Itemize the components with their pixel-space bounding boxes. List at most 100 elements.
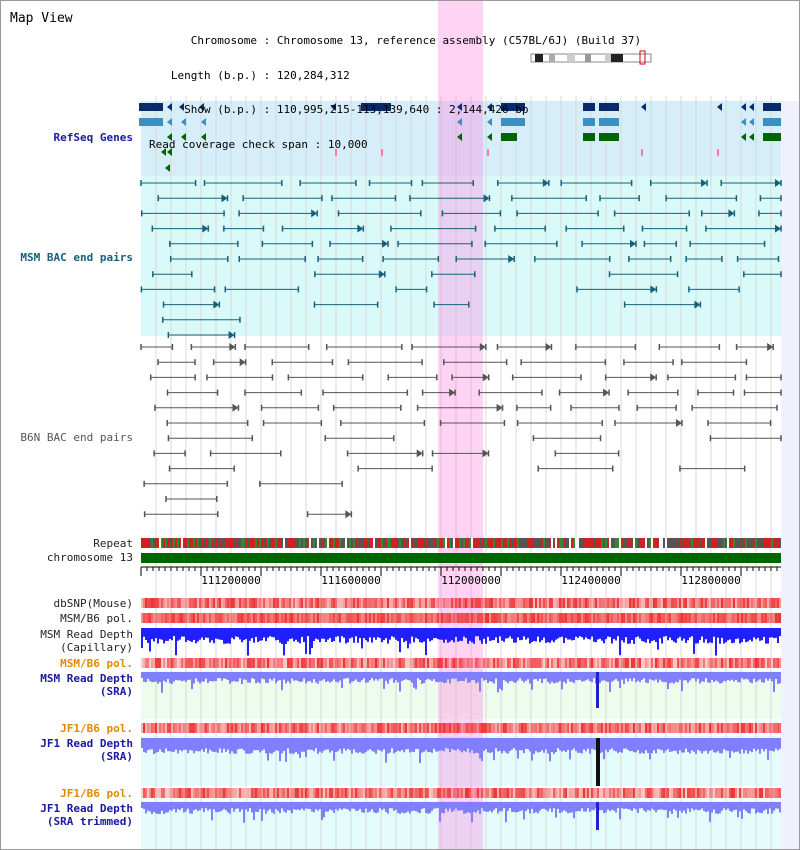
polymorphism-cell — [455, 723, 457, 733]
polymorphism-cell — [775, 788, 777, 798]
polymorphism-cell — [581, 613, 583, 623]
polymorphism-cell — [223, 598, 225, 608]
track-label-msm-depth-cap[interactable]: MSM Read Depth — [40, 628, 133, 641]
depth-bar — [441, 672, 443, 682]
repeat-mark — [281, 538, 283, 548]
polymorphism-cell — [315, 658, 317, 668]
polymorphism-cell — [341, 613, 343, 623]
polymorphism-cell — [197, 598, 199, 608]
repeat-mark — [777, 538, 779, 548]
depth-bar — [285, 738, 287, 762]
polymorphism-cell — [589, 788, 591, 798]
depth-bar — [609, 672, 611, 692]
track-label-jf1-depth-sra[interactable]: JF1 Read Depth — [40, 737, 133, 750]
polymorphism-cell — [225, 723, 227, 733]
polymorphism-cell — [181, 723, 183, 733]
depth-bar — [763, 738, 765, 752]
polymorphism-cell — [433, 723, 435, 733]
polymorphism-cell — [365, 658, 367, 668]
polymorphism-cell — [653, 723, 655, 733]
polymorphism-cell — [493, 658, 495, 668]
polymorphism-cell — [673, 723, 675, 733]
depth-bar — [731, 738, 733, 752]
repeat-mark — [749, 538, 751, 548]
polymorphism-cell — [329, 723, 331, 733]
track-label-msm-b6-pol-1[interactable]: MSM/B6 pol. — [60, 612, 133, 625]
polymorphism-cell — [421, 723, 423, 733]
depth-bar — [741, 672, 743, 679]
polymorphism-cell — [367, 598, 369, 608]
depth-bar — [443, 802, 445, 814]
polymorphism-cell — [687, 613, 689, 623]
polymorphism-cell — [713, 598, 715, 608]
depth-bar — [241, 672, 243, 684]
polymorphism-cell — [431, 723, 433, 733]
depth-bar — [329, 802, 331, 810]
depth-bar — [245, 802, 247, 810]
track-label-dbsnp[interactable]: dbSNP(Mouse) — [53, 597, 133, 610]
repeat-mark — [731, 538, 733, 548]
repeat-mark — [305, 538, 307, 548]
polymorphism-cell — [629, 788, 631, 798]
depth-bar — [527, 628, 529, 638]
repeat-mark — [541, 538, 543, 548]
depth-bar — [193, 802, 195, 811]
polymorphism-cell — [247, 723, 249, 733]
depth-bar — [627, 738, 629, 750]
polymorphism-cell — [585, 613, 587, 623]
polymorphism-cell — [295, 723, 297, 733]
polymorphism-cell — [255, 723, 257, 733]
depth-bar — [599, 672, 601, 684]
depth-bar — [235, 628, 237, 637]
repeat-mark — [539, 538, 541, 548]
polymorphism-cell — [339, 598, 341, 608]
polymorphism-cell — [659, 613, 661, 623]
polymorphism-cell — [225, 613, 227, 623]
polymorphism-cell — [279, 658, 281, 668]
depth-bar — [285, 802, 287, 813]
depth-bar — [439, 738, 441, 751]
polymorphism-cell — [663, 723, 665, 733]
track-label-refseq[interactable]: RefSeq Genes — [53, 131, 133, 144]
track-label-jf1-b6-pol-2[interactable]: JF1/B6 pol. — [60, 787, 133, 800]
depth-bar — [427, 672, 429, 679]
depth-bar — [543, 802, 545, 809]
polymorphism-cell — [443, 598, 445, 608]
polymorphism-cell — [515, 658, 517, 668]
track-label-msm-b6-pol-2[interactable]: MSM/B6 pol. — [60, 657, 133, 670]
track-label-jf1-depth-trim[interactable]: JF1 Read Depth — [40, 802, 133, 815]
polymorphism-cell — [401, 723, 403, 733]
repeat-mark — [571, 538, 573, 548]
polymorphism-cell — [333, 723, 335, 733]
depth-bar — [499, 672, 501, 689]
polymorphism-cell — [723, 598, 725, 608]
depth-bar — [683, 802, 685, 811]
polymorphism-cell — [717, 658, 719, 668]
polymorphism-cell — [555, 658, 557, 668]
depth-bar — [337, 738, 339, 752]
polymorphism-cell — [257, 598, 259, 608]
depth-bar — [507, 738, 509, 754]
track-label-b6n-bac[interactable]: B6N BAC end pairs — [20, 431, 133, 444]
depth-bar — [747, 738, 749, 754]
depth-bar — [501, 628, 503, 641]
track-label-jf1-b6-pol-1[interactable]: JF1/B6 pol. — [60, 722, 133, 735]
depth-bar — [319, 738, 321, 752]
polymorphism-cell — [745, 723, 747, 733]
polymorphism-cell — [551, 658, 553, 668]
track-label-chromosome[interactable]: chromosome 13 — [46, 551, 133, 564]
polymorphism-cell — [313, 723, 315, 733]
depth-bar — [353, 628, 355, 643]
polymorphism-cell — [479, 613, 481, 623]
axis-tick-label: 112000000 — [441, 574, 501, 587]
polymorphism-cell — [411, 598, 413, 608]
polymorphism-cell — [253, 613, 255, 623]
depth-bar — [291, 738, 293, 754]
track-label-repeat[interactable]: Repeat — [93, 537, 133, 550]
polymorphism-cell — [167, 658, 169, 668]
polymorphism-cell — [239, 788, 241, 798]
track-label-msm-depth-sra[interactable]: MSM Read Depth — [40, 672, 133, 685]
track-label-msm-bac[interactable]: MSM BAC end pairs — [20, 251, 133, 264]
polymorphism-cell — [219, 788, 221, 798]
